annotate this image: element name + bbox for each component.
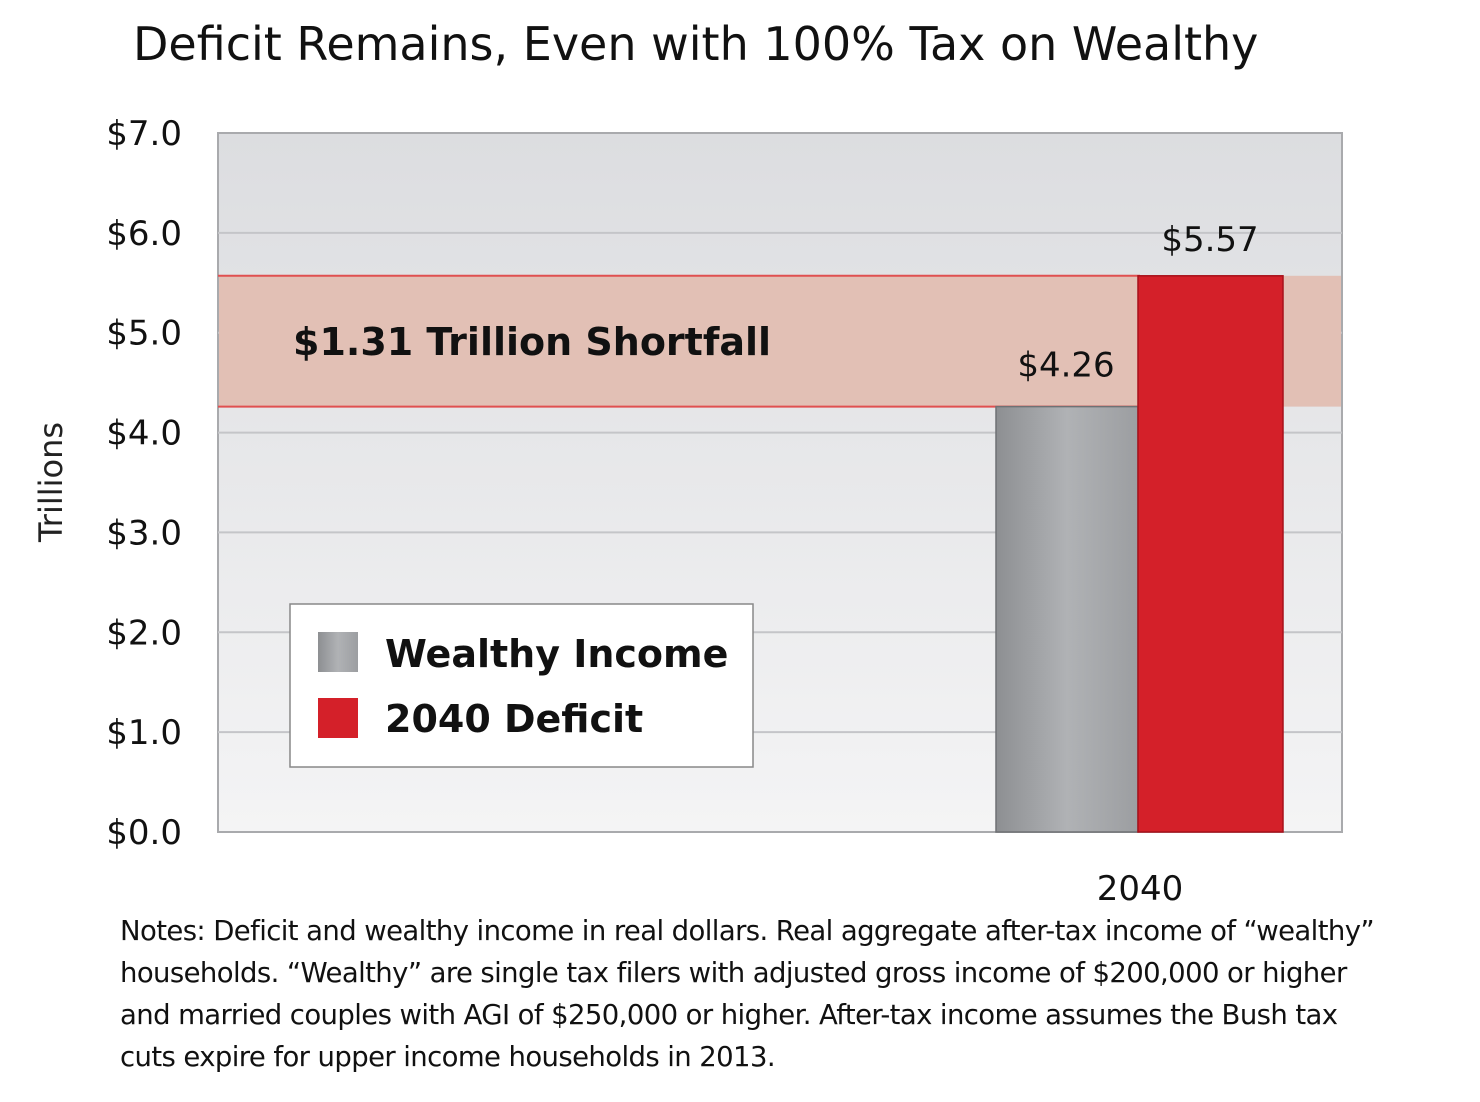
chart-notes: Notes: Deficit and wealthy income in rea…: [120, 915, 1375, 1073]
legend: Wealthy Income 2040 Deficit: [289, 603, 754, 768]
y-tick-label: $3.0: [106, 513, 182, 553]
y-tick-label: $0.0: [106, 813, 182, 853]
y-tick-label: $5.0: [106, 314, 182, 354]
y-tick-label: $7.0: [106, 114, 182, 154]
legend-label-2040-deficit: 2040 Deficit: [385, 697, 643, 741]
x-tick-label: 2040: [1097, 869, 1184, 909]
y-axis-label: Trillions: [32, 422, 70, 543]
y-tick-label: $4.0: [106, 414, 182, 454]
data-label: $4.26: [1017, 346, 1114, 386]
y-tick-label: $2.0: [106, 613, 182, 653]
legend-box: [289, 603, 754, 768]
data-label: $5.57: [1161, 220, 1258, 260]
chart-title: Deficit Remains, Even with 100% Tax on W…: [133, 17, 1258, 71]
shortfall-annotation: $1.31 Trillion Shortfall: [293, 320, 771, 364]
legend-swatch-2040-deficit: [318, 698, 358, 738]
bar-wealthy-income: [995, 405, 1139, 833]
y-tick-label: $6.0: [106, 214, 182, 254]
legend-swatch-wealthy-income: [318, 632, 358, 672]
legend-label-wealthy-income: Wealthy Income: [385, 632, 728, 676]
bar-2040-deficit: [1137, 275, 1284, 833]
y-tick-label: $1.0: [106, 713, 182, 753]
